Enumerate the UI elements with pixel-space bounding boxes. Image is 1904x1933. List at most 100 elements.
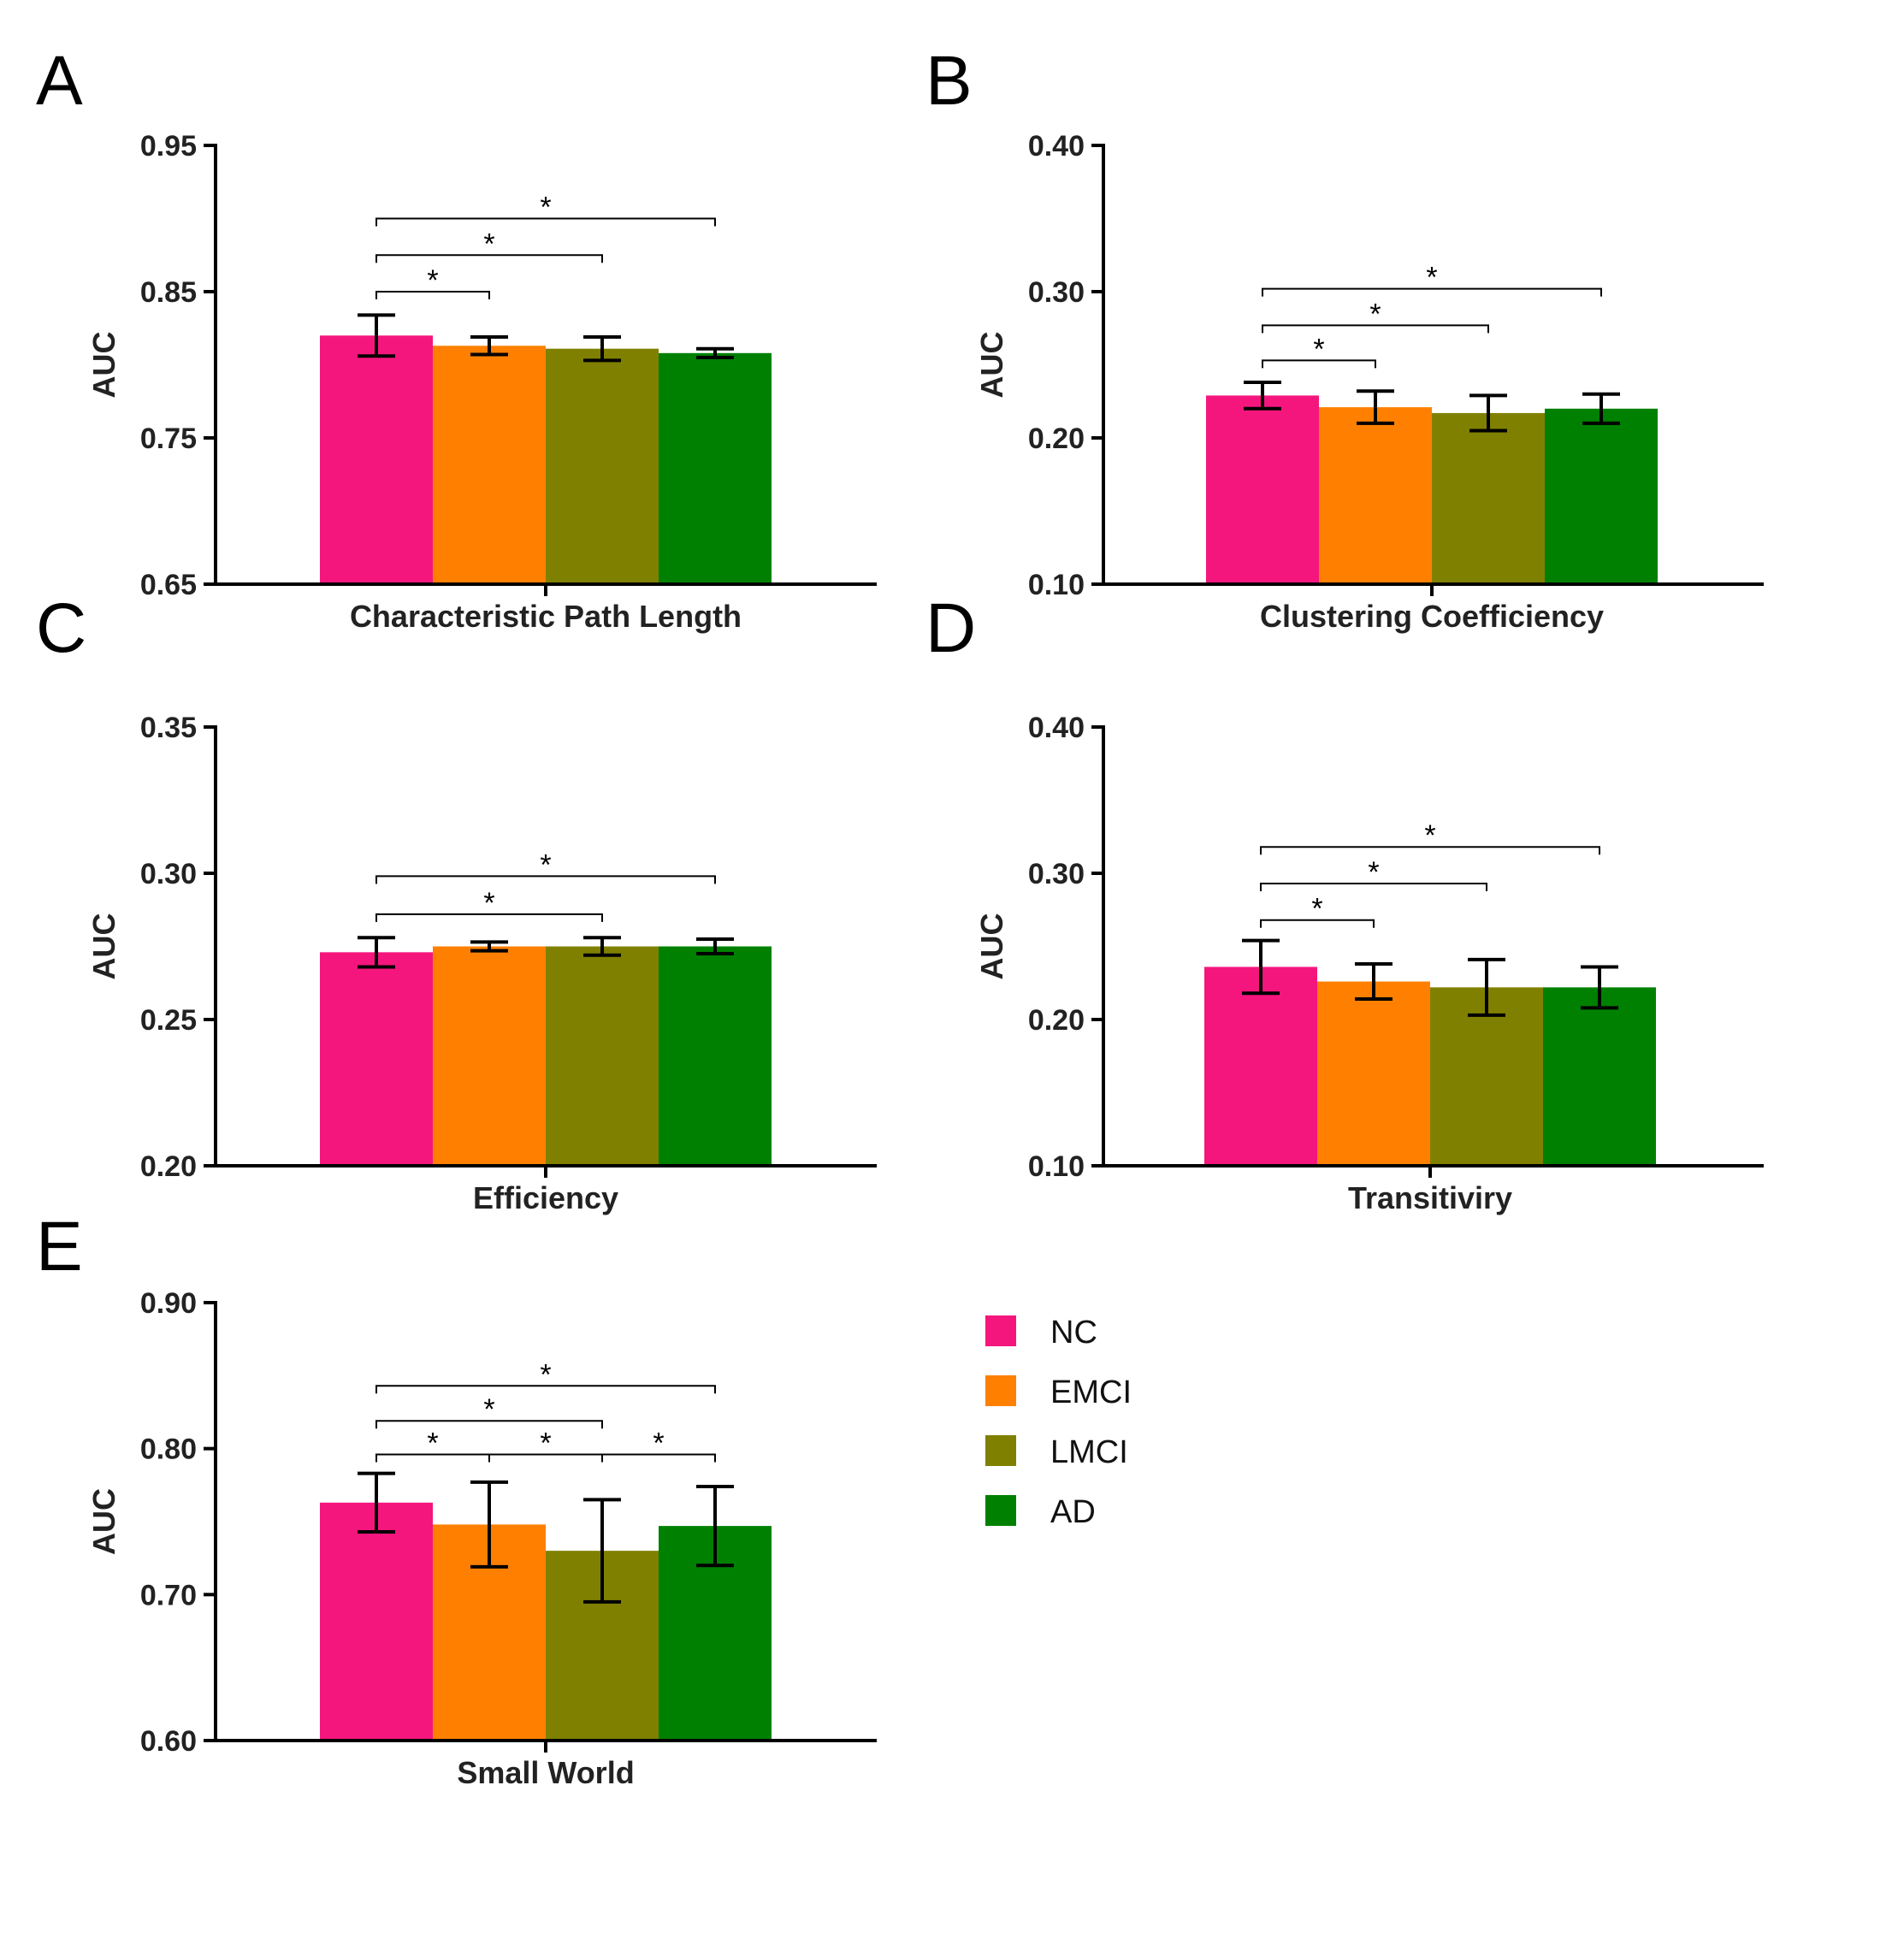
- significance-star: *: [653, 1427, 664, 1459]
- significance-bracket: *: [1262, 262, 1602, 297]
- bar-nc: [1204, 966, 1317, 1166]
- bar-lmci: [546, 348, 659, 584]
- significance-bracket: *: [375, 192, 716, 227]
- error-bar-ad: [696, 346, 734, 359]
- y-axis-label: AUC: [974, 913, 1009, 980]
- significance-bracket: *: [1262, 333, 1376, 369]
- error-bar-ad: [1581, 965, 1618, 1010]
- error-bar-lmci: [1469, 393, 1507, 433]
- bar-nc: [1206, 395, 1319, 584]
- y-tick-label: 0.20: [140, 1150, 197, 1183]
- significance-star: *: [483, 228, 494, 260]
- charts-layer: A 0.65 0.75 0.85 0.95 AUC Characteristic Path …: [36, 42, 1764, 1790]
- error-bar-ad: [1582, 392, 1620, 425]
- significance-bracket: *: [375, 1427, 490, 1463]
- y-tick-label: 0.70: [140, 1579, 197, 1611]
- panel-letter: E: [36, 1208, 83, 1286]
- significance-bracket: *: [601, 1427, 716, 1463]
- y-tick-label: 0.30: [1028, 858, 1085, 890]
- significance-bracket: *: [1260, 856, 1487, 891]
- error-bar-nc: [358, 936, 395, 969]
- legend-swatch: [985, 1375, 1016, 1406]
- significance-star: *: [1311, 893, 1322, 925]
- error-bar-ad: [696, 937, 734, 956]
- significance-star: *: [540, 1427, 551, 1459]
- chart-panel-d: D 0.10 0.20 0.30 0.40 AUC Transitiviry * * *: [925, 589, 1764, 1215]
- y-tick-label: 0.35: [140, 712, 197, 744]
- significance-bracket: *: [1262, 298, 1489, 334]
- legend: NC EMCI LMCI AD: [985, 1315, 1132, 1530]
- error-bar-emci: [470, 335, 508, 357]
- bar-ad: [659, 946, 772, 1166]
- panel-letter: B: [925, 42, 973, 120]
- significance-bracket: *: [375, 1358, 716, 1394]
- error-bar-nc: [358, 1471, 395, 1534]
- bar-nc: [320, 952, 433, 1166]
- bar-lmci: [1430, 987, 1543, 1166]
- chart-panel-e: E 0.60 0.70 0.80 0.90 AUC Small World * * * * *: [36, 1208, 877, 1790]
- significance-bracket: *: [1260, 893, 1375, 928]
- significance-star: *: [483, 887, 494, 919]
- legend-label: AD: [1050, 1494, 1096, 1530]
- x-category-label: Clustering Coefficiency: [1260, 599, 1604, 634]
- bar-emci: [433, 346, 546, 584]
- error-bar-emci: [1355, 962, 1393, 1002]
- error-bar-lmci: [583, 936, 621, 957]
- legend-swatch: [985, 1315, 1016, 1346]
- significance-star: *: [1426, 262, 1437, 294]
- y-tick-label: 0.30: [1028, 276, 1085, 309]
- y-tick-label: 0.75: [140, 423, 197, 455]
- error-bar-lmci: [1468, 957, 1505, 1017]
- y-tick-label: 0.40: [1028, 712, 1085, 744]
- significance-star: *: [1369, 298, 1381, 330]
- significance-star: *: [1368, 856, 1379, 889]
- y-axis-label: AUC: [86, 1488, 121, 1555]
- y-tick-label: 0.10: [1028, 1150, 1085, 1183]
- bar-emci: [433, 946, 546, 1166]
- error-bar-nc: [358, 313, 395, 358]
- bar-ad: [659, 352, 772, 584]
- panel-letter: A: [36, 42, 83, 120]
- x-category-label: Transitiviry: [1348, 1180, 1512, 1215]
- legend-label: EMCI: [1050, 1374, 1132, 1410]
- bar-nc: [320, 335, 433, 584]
- significance-bracket: *: [488, 1427, 603, 1463]
- significance-bracket: *: [375, 848, 716, 884]
- panel-letter: C: [36, 589, 86, 667]
- legend-swatch: [985, 1435, 1016, 1466]
- y-tick-label: 0.60: [140, 1725, 197, 1758]
- legend-item-lmci: LMCI: [985, 1434, 1128, 1470]
- error-bar-emci: [470, 940, 508, 953]
- significance-bracket: *: [1260, 819, 1600, 855]
- significance-star: *: [427, 1427, 438, 1459]
- x-category-label: Efficiency: [473, 1180, 618, 1215]
- y-tick-label: 0.10: [1028, 569, 1085, 601]
- y-tick-label: 0.20: [1028, 1004, 1085, 1037]
- y-axis-label: AUC: [86, 913, 121, 980]
- significance-star: *: [427, 264, 438, 297]
- significance-bracket: *: [375, 264, 490, 299]
- bar-lmci: [546, 946, 659, 1166]
- y-tick-label: 0.20: [1028, 423, 1085, 455]
- y-tick-label: 0.80: [140, 1433, 197, 1466]
- chart-panel-c: C 0.20 0.25 0.30 0.35 AUC Efficiency * *: [36, 589, 877, 1215]
- error-bar-nc: [1242, 938, 1280, 996]
- bar-emci: [1319, 407, 1432, 584]
- bar-ad: [1543, 987, 1656, 1166]
- y-tick-label: 0.85: [140, 276, 197, 309]
- significance-star: *: [540, 1358, 551, 1391]
- significance-star: *: [540, 848, 551, 881]
- chart-panel-b: B 0.10 0.20 0.30 0.40 AUC Clustering Coefficie…: [925, 42, 1764, 634]
- significance-star: *: [540, 192, 551, 224]
- y-tick-label: 0.30: [140, 858, 197, 890]
- bar-emci: [1317, 981, 1430, 1166]
- legend-swatch: [985, 1495, 1016, 1526]
- panel-letter: D: [925, 589, 976, 667]
- y-tick-label: 0.90: [140, 1287, 197, 1320]
- error-bar-lmci: [583, 1498, 621, 1604]
- error-bar-emci: [1357, 389, 1394, 425]
- significance-star: *: [1313, 333, 1324, 365]
- y-tick-label: 0.65: [140, 569, 197, 601]
- legend-item-emci: EMCI: [985, 1374, 1132, 1410]
